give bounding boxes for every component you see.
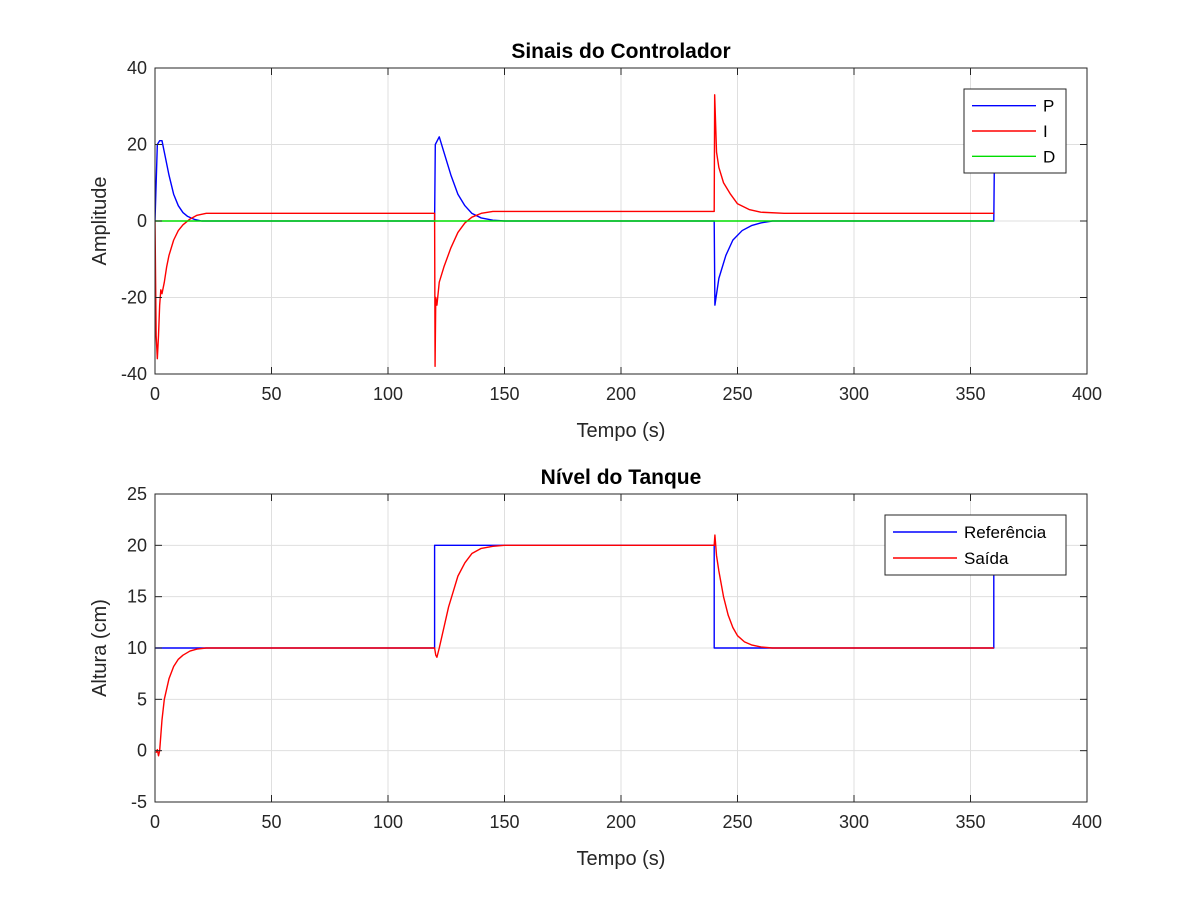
series-group: [155, 534, 995, 757]
y-axis-label: Amplitude: [89, 177, 111, 266]
x-tick-label: 300: [839, 812, 869, 832]
series-line-p: [155, 136, 995, 306]
y-tick-label: 5: [137, 689, 147, 709]
legend: Referência Saída: [884, 514, 1067, 576]
legend-label-d: D: [1043, 147, 1055, 166]
x-tick-label: 200: [606, 384, 636, 404]
y-tick-label: 15: [127, 587, 147, 607]
y-tick-label: -40: [121, 364, 147, 384]
legend-box: [884, 514, 1067, 576]
y-tick-label: -20: [121, 288, 147, 308]
legend-label-i: I: [1043, 122, 1048, 141]
x-tick-label: 0: [150, 812, 160, 832]
series-group: [155, 94, 995, 368]
controller-signals-plot: 0 50 100 150 200 250 300 350 400 -40 -20 0 20 40 Sinai…: [89, 40, 1102, 442]
y-tick-label: 0: [137, 211, 147, 231]
x-tick-label: 50: [261, 812, 281, 832]
x-tick-label: 400: [1072, 812, 1102, 832]
x-tick-label: 300: [839, 384, 869, 404]
x-tick-label: 150: [489, 812, 519, 832]
x-tick-label: 50: [261, 384, 281, 404]
y-tick-label: 40: [127, 58, 147, 78]
x-axis-label: Tempo (s): [577, 420, 666, 442]
x-tick-label: 150: [489, 384, 519, 404]
legend-label-saida: Saída: [964, 549, 1009, 568]
tank-level-plot: 0 50 100 150 200 250 300 350 400-50510152025Níve…: [89, 466, 1102, 870]
chart-title: Nível do Tanque: [541, 466, 702, 489]
legend-label-p: P: [1043, 97, 1054, 116]
x-tick-label: 400: [1072, 384, 1102, 404]
y-tick-label: -5: [131, 792, 147, 812]
series-line-i: [155, 94, 994, 368]
x-tick-label: 200: [606, 812, 636, 832]
y-tick-label: 20: [127, 535, 147, 555]
chart-title: Sinais do Controlador: [511, 40, 730, 63]
y-tick-label: 0: [137, 741, 147, 761]
y-tick-label: 25: [127, 484, 147, 504]
y-tick-label: 10: [127, 638, 147, 658]
x-tick-label: 250: [722, 384, 752, 404]
y-axis-label: Altura (cm): [89, 599, 111, 697]
legend: PID: [963, 88, 1067, 174]
y-tick-label: 20: [127, 135, 147, 155]
x-tick-label: 350: [955, 812, 985, 832]
x-tick-label: 350: [955, 384, 985, 404]
legend-label-referencia: Referência: [964, 523, 1047, 542]
x-tick-label: 100: [373, 812, 403, 832]
x-tick-label: 250: [722, 812, 752, 832]
series-line-saida: [155, 534, 994, 757]
x-tick-label: 0: [150, 384, 160, 404]
x-axis-label: Tempo (s): [577, 848, 666, 870]
x-tick-label: 100: [373, 384, 403, 404]
